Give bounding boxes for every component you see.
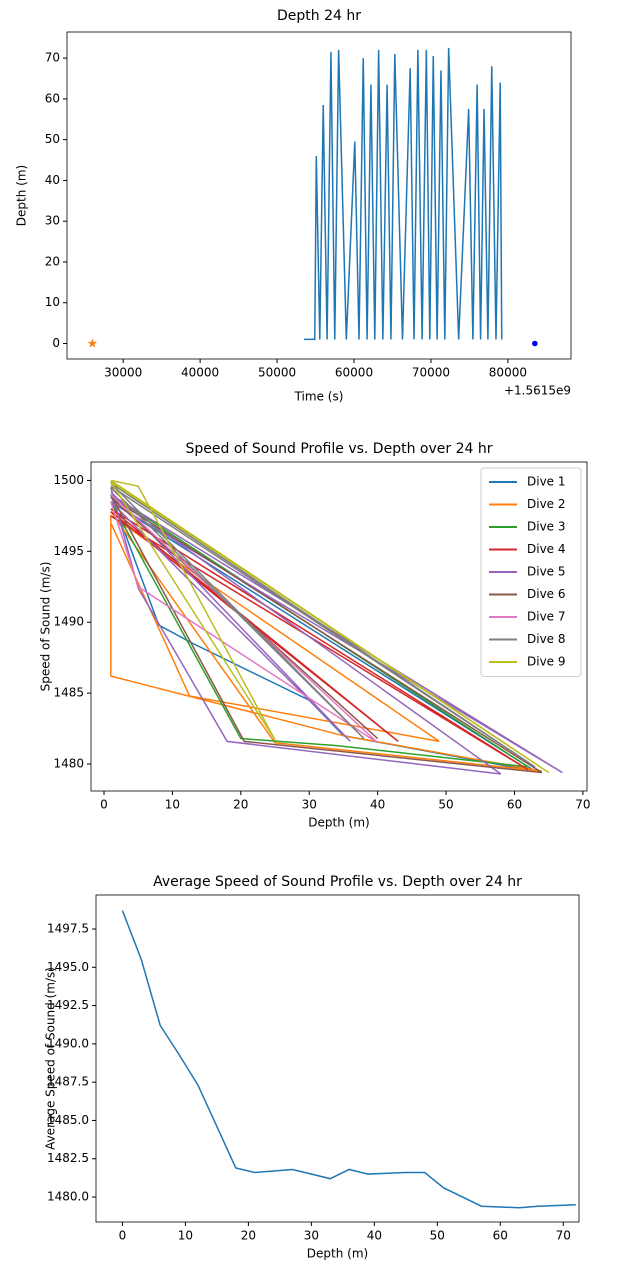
legend-label: Dive 2 (527, 497, 566, 511)
legend-label: Dive 1 (527, 475, 566, 489)
y-tick-label: 70 (45, 51, 60, 65)
y-tick-label: 1490 (53, 615, 84, 629)
x-tick-label: 60000 (335, 366, 373, 380)
x-axis-label: Depth (m) (308, 816, 369, 830)
plot-area (87, 47, 538, 348)
x-tick-label: 30000 (104, 366, 142, 380)
legend-box (480, 467, 582, 677)
x-tick-label: 0 (119, 1229, 127, 1243)
legend-label: Dive 7 (527, 610, 566, 624)
y-tick-label: 60 (45, 91, 60, 105)
x-tick-label: 20 (241, 1229, 256, 1243)
y-tick-label: 1490.0 (47, 1036, 89, 1050)
chart-title: Speed of Sound Profile vs. Depth over 24… (186, 441, 493, 457)
x-tick-label: 70 (575, 798, 590, 812)
x-axis-label: Depth (m) (307, 1247, 368, 1261)
series-line (110, 508, 529, 771)
y-axis-label: Average Speed of Sound (m/s) (44, 967, 58, 1150)
legend-label: Dive 9 (527, 655, 566, 669)
y-tick-label: 1480 (53, 757, 84, 771)
axes-frame (95, 894, 580, 1223)
legend-label: Dive 6 (527, 587, 566, 601)
chart-title: Average Speed of Sound Profile vs. Depth… (153, 874, 522, 890)
y-tick-label: 20 (45, 254, 60, 268)
x-tick-label: 80000 (489, 366, 527, 380)
series-line (110, 479, 550, 774)
legend-label: Dive 3 (527, 520, 566, 534)
y-tick-label: 1487.5 (47, 1075, 89, 1089)
y-tick-label: 1495.0 (47, 960, 89, 974)
legend-label: Dive 4 (527, 542, 566, 556)
y-tick-label: 30 (45, 214, 60, 228)
series-line (110, 493, 529, 768)
y-axis-label: Depth (m) (15, 165, 29, 226)
x-tick-label: 40000 (181, 366, 219, 380)
x-tick-label: 50 (438, 798, 453, 812)
x-tick-label: 70 (556, 1229, 571, 1243)
y-tick-label: 50 (45, 132, 60, 146)
x-tick-label: 30 (304, 1229, 319, 1243)
series-line (304, 47, 503, 341)
axes-frame (66, 31, 572, 360)
x-tick-label: 60 (493, 1229, 508, 1243)
legend-label: Dive 8 (527, 632, 566, 646)
y-tick-label: 0 (52, 336, 60, 350)
y-tick-label: 1497.5 (47, 922, 89, 936)
y-tick-label: 1495 (53, 544, 84, 558)
x-tick-label: 40 (367, 1229, 382, 1243)
x-offset-label: +1.5615e9 (504, 384, 571, 398)
y-tick-label: 1480.0 (47, 1190, 89, 1204)
x-tick-label: 40 (370, 798, 385, 812)
series-line (121, 910, 576, 1209)
y-tick-label: 1482.5 (47, 1151, 89, 1165)
y-tick-label: 1485 (53, 686, 84, 700)
y-tick-label: 1485.0 (47, 1113, 89, 1127)
legend-label: Dive 5 (527, 565, 566, 579)
plot-area (110, 479, 563, 775)
x-tick-label: 50000 (258, 366, 296, 380)
x-tick-label: 0 (100, 798, 108, 812)
plot-area (121, 910, 576, 1209)
x-tick-label: 10 (178, 1229, 193, 1243)
point (87, 338, 98, 348)
x-tick-label: 20 (233, 798, 248, 812)
y-tick-label: 10 (45, 295, 60, 309)
y-tick-label: 40 (45, 173, 60, 187)
x-tick-label: 10 (165, 798, 180, 812)
x-tick-label: 30 (302, 798, 317, 812)
x-axis-label: Time (s) (294, 390, 344, 404)
point (532, 340, 538, 347)
axes-frame (90, 461, 588, 792)
y-axis-label: Speed of Sound (m/s) (39, 562, 53, 692)
y-tick-label: 1500 (53, 473, 84, 487)
y-tick-label: 1492.5 (47, 998, 89, 1012)
chart-title: Depth 24 hr (277, 8, 361, 24)
series-line (110, 511, 542, 772)
x-tick-label: 70000 (412, 366, 450, 380)
x-tick-label: 60 (507, 798, 522, 812)
x-tick-label: 50 (430, 1229, 445, 1243)
series-line (110, 482, 536, 768)
